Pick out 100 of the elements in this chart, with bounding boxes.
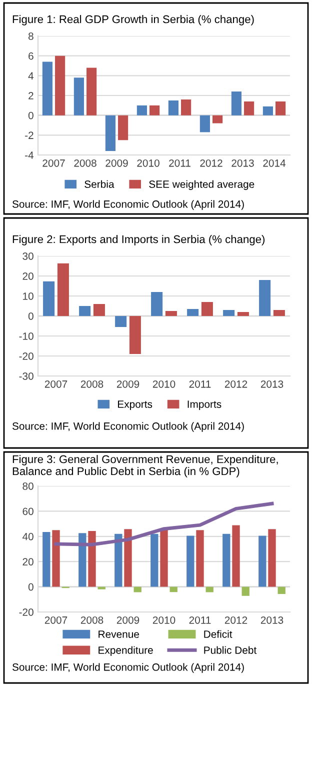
x-tick-label: 2010 xyxy=(137,159,160,167)
y-tick-label: -20 xyxy=(19,608,34,616)
bar xyxy=(136,105,147,116)
bar xyxy=(181,99,192,116)
x-tick-label: 2008 xyxy=(80,380,104,388)
x-tick-label: 2009 xyxy=(116,380,140,388)
bar xyxy=(118,115,128,140)
x-tick-label: 2009 xyxy=(106,159,128,167)
x-tick-label: 2008 xyxy=(74,159,96,167)
legend-label: Imports xyxy=(188,400,222,410)
y-tick-label: -30 xyxy=(19,372,34,380)
x-tick-label: 2009 xyxy=(116,616,140,624)
bar xyxy=(78,533,86,587)
y-tick-label: 30 xyxy=(22,252,34,260)
x-tick-label: 2010 xyxy=(152,616,176,624)
bar xyxy=(86,68,97,116)
bar xyxy=(134,586,142,592)
bar xyxy=(105,115,116,152)
legend-label: Deficit xyxy=(204,630,232,638)
bar xyxy=(115,316,127,327)
y-tick-label: 0 xyxy=(28,583,34,591)
y-tick-label: -20 xyxy=(19,352,34,360)
bar xyxy=(98,586,106,590)
legend-label: Exports xyxy=(118,400,152,410)
y-tick-label: 0 xyxy=(28,112,34,120)
bar xyxy=(151,292,163,316)
bar xyxy=(186,536,194,587)
bar xyxy=(150,534,158,587)
bar xyxy=(160,528,168,587)
bar xyxy=(124,529,132,587)
bar xyxy=(232,525,240,587)
x-tick-label: 2013 xyxy=(260,380,284,388)
y-tick-label: 8 xyxy=(28,32,34,40)
bar xyxy=(93,304,105,316)
bar xyxy=(42,532,50,587)
bar xyxy=(200,115,210,132)
y-tick-label: 60 xyxy=(22,508,34,516)
x-tick-label: 2013 xyxy=(260,616,284,624)
x-tick-label: 2008 xyxy=(80,616,104,624)
chart-title: Figure 1: Real GDP Growth in Serbia (% change) xyxy=(12,15,254,26)
bar xyxy=(206,586,214,592)
line-series xyxy=(54,502,274,546)
x-tick-label: 2011 xyxy=(189,616,211,624)
bar xyxy=(259,280,271,316)
bar xyxy=(57,263,69,316)
x-tick-label: 2007 xyxy=(42,159,65,167)
bar xyxy=(273,310,285,316)
chart-title: Figure 3: General Government Revenue, Expenditure, Balance and Public Debt in Serbia (in % GDP) xyxy=(12,455,278,478)
bar xyxy=(223,310,235,316)
y-tick-label: 20 xyxy=(22,272,34,280)
legend-label: Revenue xyxy=(98,630,139,638)
y-tick-label: 20 xyxy=(22,558,34,566)
bar xyxy=(165,311,177,316)
bar xyxy=(237,312,249,316)
bar xyxy=(88,530,96,587)
y-tick-label: -4 xyxy=(25,152,34,159)
x-tick-label: 2012 xyxy=(224,616,248,624)
bar xyxy=(276,101,286,116)
x-tick-label: 2013 xyxy=(232,159,254,167)
legend-label: Serbia xyxy=(84,180,114,188)
bar xyxy=(187,309,199,316)
y-tick-label: 40 xyxy=(22,532,34,540)
bar xyxy=(201,302,213,316)
x-tick-label: 2007 xyxy=(44,616,68,624)
y-tick-label: 4 xyxy=(28,72,34,80)
bar xyxy=(43,281,55,316)
bar xyxy=(196,530,204,587)
bar xyxy=(74,78,84,116)
x-tick-label: 2011 xyxy=(189,380,211,388)
bar xyxy=(129,316,141,354)
x-tick-label: 2007 xyxy=(44,380,68,388)
bar xyxy=(79,306,91,316)
source-note: Source: IMF, World Economic Outlook (April 2014) xyxy=(12,663,244,673)
y-tick-label: 2 xyxy=(28,92,34,100)
chart-title: Figure 2: Exports and Imports in Serbia (% change) xyxy=(12,235,265,246)
source-note: Source: IMF, World Economic Outlook (April 2014) xyxy=(12,200,244,210)
bar xyxy=(258,536,266,587)
x-tick-label: 2014 xyxy=(263,159,286,167)
bar xyxy=(278,586,286,594)
bar xyxy=(150,105,160,116)
y-tick-label: -10 xyxy=(19,332,34,340)
legend-label: Public Debt xyxy=(204,646,257,654)
x-tick-label: 2012 xyxy=(224,380,248,388)
source-note: Source: IMF, World Economic Outlook (April 2014) xyxy=(12,422,244,432)
y-tick-label: 80 xyxy=(22,482,34,490)
y-tick-label: -2 xyxy=(25,132,34,139)
bar xyxy=(170,586,178,592)
x-tick-label: 2012 xyxy=(200,159,222,167)
bar xyxy=(55,56,66,116)
bar xyxy=(114,534,122,587)
bar xyxy=(42,62,52,116)
bar xyxy=(212,115,223,124)
x-tick-label: 2010 xyxy=(152,380,176,388)
legend-label: Expenditure xyxy=(98,646,153,656)
bar xyxy=(231,92,242,116)
legend-label: SEE weighted average xyxy=(149,180,254,190)
bar xyxy=(222,534,230,587)
bar xyxy=(168,100,178,116)
y-tick-label: 10 xyxy=(23,292,34,300)
bar xyxy=(52,530,60,587)
